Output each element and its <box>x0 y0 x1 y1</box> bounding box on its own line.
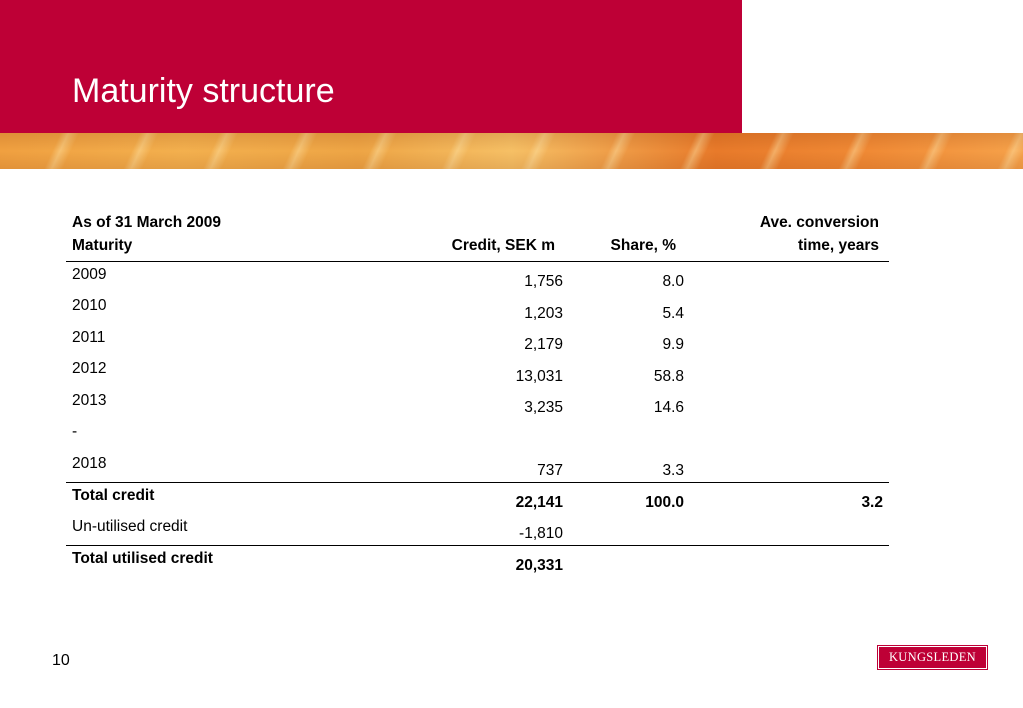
total-utilised-amount: 20,331 <box>367 544 569 577</box>
row-share: 3.3 <box>662 461 684 479</box>
table-row: 2012 13,031 58.8 <box>66 356 889 388</box>
table-row: 2010 1,203 5.4 <box>66 293 889 325</box>
row-credit: 13,031 <box>515 367 563 385</box>
row-share: 9.9 <box>662 336 684 353</box>
row-conversion <box>690 293 889 325</box>
total-credit-amount: 22,141 <box>367 481 569 514</box>
total-credit-label: Total credit <box>66 481 367 514</box>
header-maturity: As of 31 March 2009 Maturity <box>66 211 367 262</box>
header-as-of: As of 31 March 2009 <box>72 214 222 231</box>
row-credit: 737 <box>537 461 563 479</box>
row-credit <box>367 419 569 451</box>
page-number: 10 <box>52 652 70 669</box>
row-label: 2009 <box>72 266 107 283</box>
row-label: 2011 <box>72 328 106 346</box>
row-credit: 3,235 <box>524 399 563 416</box>
row-conversion <box>690 419 889 451</box>
row-label: - <box>72 423 78 440</box>
table-row: - <box>66 419 889 451</box>
row-share: 14.6 <box>653 399 684 416</box>
unutilised-row: Un-utilised credit -1,810 <box>66 514 889 546</box>
row-credit: 1,203 <box>524 304 563 322</box>
table-row: 2018 737 3.3 <box>66 451 889 483</box>
row-label: 2012 <box>72 360 107 377</box>
row-share: 5.4 <box>662 304 684 322</box>
header-conversion-line1: Ave. conversion <box>759 214 879 231</box>
unutilised-label: Un-utilised credit <box>72 517 188 535</box>
row-conversion <box>690 451 889 483</box>
row-label: 2010 <box>72 297 107 314</box>
row-credit: 2,179 <box>524 336 563 353</box>
kungsleden-logo: KUNGSLEDEN <box>877 645 988 670</box>
total-credit-conversion: 3.2 <box>690 481 889 514</box>
logo-text: KUNGSLEDEN <box>879 647 986 668</box>
unutilised-share <box>569 514 690 546</box>
total-credit-row: Total credit 22,141 100.0 3.2 <box>66 481 889 514</box>
total-utilised-share <box>569 544 690 577</box>
row-share: 8.0 <box>662 273 684 290</box>
decorative-banner-shade <box>0 133 1023 169</box>
decorative-banner <box>0 133 1023 169</box>
row-conversion <box>690 356 889 388</box>
row-conversion <box>690 325 889 357</box>
table-row: 2011 2,179 9.9 <box>66 325 889 357</box>
row-share: 58.8 <box>653 367 684 385</box>
header-maturity-label: Maturity <box>72 237 133 254</box>
header-conversion: Ave. conversion time, years <box>690 211 889 262</box>
table-header-row: As of 31 March 2009 Maturity Credit, SEK… <box>66 211 889 262</box>
total-utilised-conversion <box>690 544 889 577</box>
row-share <box>569 419 690 451</box>
header-conversion-line2: time, years <box>798 237 879 254</box>
maturity-table: As of 31 March 2009 Maturity Credit, SEK… <box>66 211 889 577</box>
header-banner: Maturity structure <box>0 0 742 133</box>
header-share: Share, % <box>610 237 676 254</box>
unutilised-conversion <box>690 514 889 546</box>
table-row: 2013 3,235 14.6 <box>66 388 889 420</box>
page-title: Maturity structure <box>72 72 335 110</box>
total-credit-share: 100.0 <box>569 481 690 514</box>
header-credit: Credit, SEK m <box>451 237 555 254</box>
row-conversion <box>690 388 889 420</box>
row-conversion <box>690 262 889 294</box>
total-utilised-row: Total utilised credit 20,331 <box>66 544 889 577</box>
table-row: 2009 1,756 8.0 <box>66 262 889 294</box>
total-utilised-label: Total utilised credit <box>66 544 367 577</box>
row-label: 2018 <box>72 454 107 472</box>
row-credit: 1,756 <box>524 273 563 290</box>
row-label: 2013 <box>72 391 107 409</box>
unutilised-amount: -1,810 <box>519 524 563 542</box>
